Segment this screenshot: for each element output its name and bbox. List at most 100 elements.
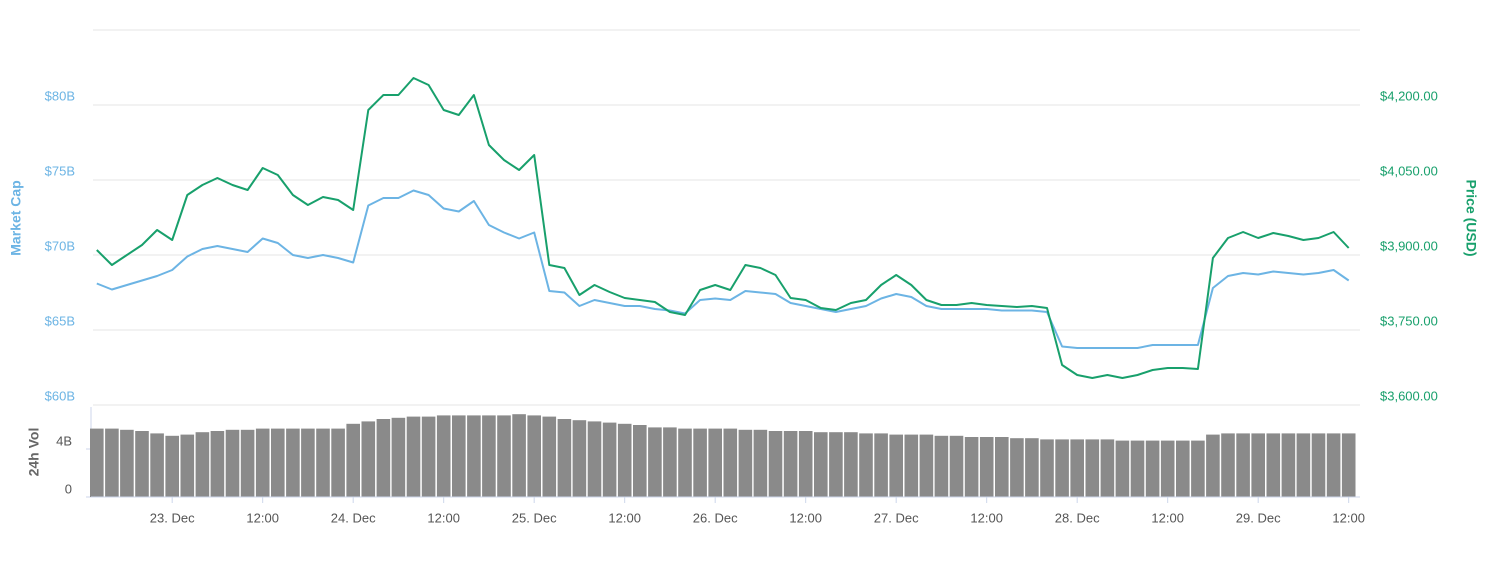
volume-bar xyxy=(1326,433,1341,497)
volume-bar xyxy=(255,428,270,497)
volume-bar xyxy=(1040,439,1054,497)
volume-bar xyxy=(919,434,934,497)
y-tick-label: $65B xyxy=(45,313,75,328)
volume-bar xyxy=(979,437,994,497)
volume-bar xyxy=(316,428,330,497)
volume-bar xyxy=(1010,438,1024,497)
y2-tick-label: $3,750.00 xyxy=(1380,313,1438,328)
volume-tick-label: 0 xyxy=(65,481,72,496)
volume-bar xyxy=(1236,433,1250,497)
volume-bar xyxy=(1191,440,1205,497)
volume-bar xyxy=(542,416,557,497)
x-tick-label: 26. Dec xyxy=(693,510,738,525)
y-tick-label: $60B xyxy=(45,388,75,403)
volume-bar xyxy=(346,423,360,497)
volume-bar xyxy=(602,422,617,497)
volume-bar xyxy=(1266,433,1281,497)
volume-bar xyxy=(195,432,210,497)
volume-bar xyxy=(889,434,903,497)
volume-bar xyxy=(844,432,858,497)
y2-axis-title: Price (USD) xyxy=(1463,179,1479,256)
volume-bar xyxy=(376,419,391,497)
x-tick-label: 12:00 xyxy=(789,510,822,525)
volume-bar xyxy=(1145,440,1160,497)
x-tick-label: 23. Dec xyxy=(150,510,195,525)
line-series xyxy=(96,77,1350,379)
volume-bar xyxy=(105,428,119,497)
y2-tick-label: $3,900.00 xyxy=(1380,238,1438,253)
volume-bar xyxy=(1341,433,1356,497)
x-tick-label: 12:00 xyxy=(1151,510,1184,525)
volume-bar xyxy=(421,416,436,497)
volume-bar xyxy=(874,433,888,497)
volume-bar xyxy=(150,433,164,497)
volume-bar xyxy=(497,415,511,497)
volume-bar xyxy=(180,434,195,497)
volume-bar xyxy=(1115,440,1130,497)
y-axis-title: Market Cap xyxy=(8,180,24,255)
volume-bar xyxy=(286,428,300,497)
volume-bar xyxy=(482,415,496,497)
volume-bar xyxy=(678,428,692,497)
line-series xyxy=(96,189,1350,349)
x-tick-label: 25. Dec xyxy=(512,510,557,525)
volume-bar xyxy=(1160,440,1175,497)
volume-bar xyxy=(1070,439,1084,497)
volume-bar xyxy=(452,415,466,497)
volume-bar xyxy=(1206,434,1220,497)
volume-bar xyxy=(995,437,1009,497)
volume-bar xyxy=(1130,440,1145,497)
volume-bar xyxy=(708,428,722,497)
volume-bar xyxy=(753,429,768,497)
volume-bar xyxy=(1100,439,1115,497)
y-tick-label: $80B xyxy=(45,88,75,103)
volume-bar xyxy=(1085,439,1100,497)
x-tick-label: 28. Dec xyxy=(1055,510,1100,525)
x-tick-label: 12:00 xyxy=(246,510,279,525)
volume-bar xyxy=(90,428,104,497)
volume-bar xyxy=(406,416,421,497)
volume-bar xyxy=(331,428,345,497)
volume-bar xyxy=(783,431,798,497)
volume-bar xyxy=(617,423,632,497)
y2-tick-label: $4,050.00 xyxy=(1380,163,1438,178)
volume-bar xyxy=(120,429,134,497)
volume-bar xyxy=(633,425,647,497)
volume-bar xyxy=(1176,440,1190,497)
y-tick-label: $70B xyxy=(45,238,75,253)
volume-bar xyxy=(557,419,572,497)
volume-bar xyxy=(693,428,707,497)
volume-bar xyxy=(135,431,149,497)
y2-tick-label: $3,600.00 xyxy=(1380,388,1438,403)
volume-bar xyxy=(210,431,225,497)
x-tick-label: 12:00 xyxy=(608,510,641,525)
volume-axis-title: 24h Vol xyxy=(26,428,42,477)
volume-bar xyxy=(964,437,979,497)
volume-bar xyxy=(512,414,526,497)
volume-bar xyxy=(1311,433,1326,497)
volume-bar xyxy=(663,427,677,497)
volume-bar xyxy=(225,429,240,497)
volume-bar xyxy=(738,429,753,497)
volume-bar xyxy=(723,428,738,497)
x-tick-label: 12:00 xyxy=(427,510,460,525)
volume-bar xyxy=(391,417,406,497)
volume-bar xyxy=(904,434,919,497)
x-tick-label: 24. Dec xyxy=(331,510,376,525)
volume-bar xyxy=(829,432,843,497)
volume-bar xyxy=(467,415,481,497)
volume-bar xyxy=(859,433,873,497)
volume-bar xyxy=(1025,438,1039,497)
volume-bar xyxy=(436,415,451,497)
volume-bar xyxy=(165,435,179,497)
volume-bar xyxy=(271,428,285,497)
volume-bar xyxy=(1055,439,1069,497)
x-tick-label: 29. Dec xyxy=(1236,510,1281,525)
volume-bar xyxy=(1221,433,1235,497)
volume-bar xyxy=(1296,433,1311,497)
y2-tick-label: $4,200.00 xyxy=(1380,88,1438,103)
y-tick-label: $75B xyxy=(45,163,75,178)
x-tick-label: 27. Dec xyxy=(874,510,919,525)
volume-bar xyxy=(814,432,828,497)
